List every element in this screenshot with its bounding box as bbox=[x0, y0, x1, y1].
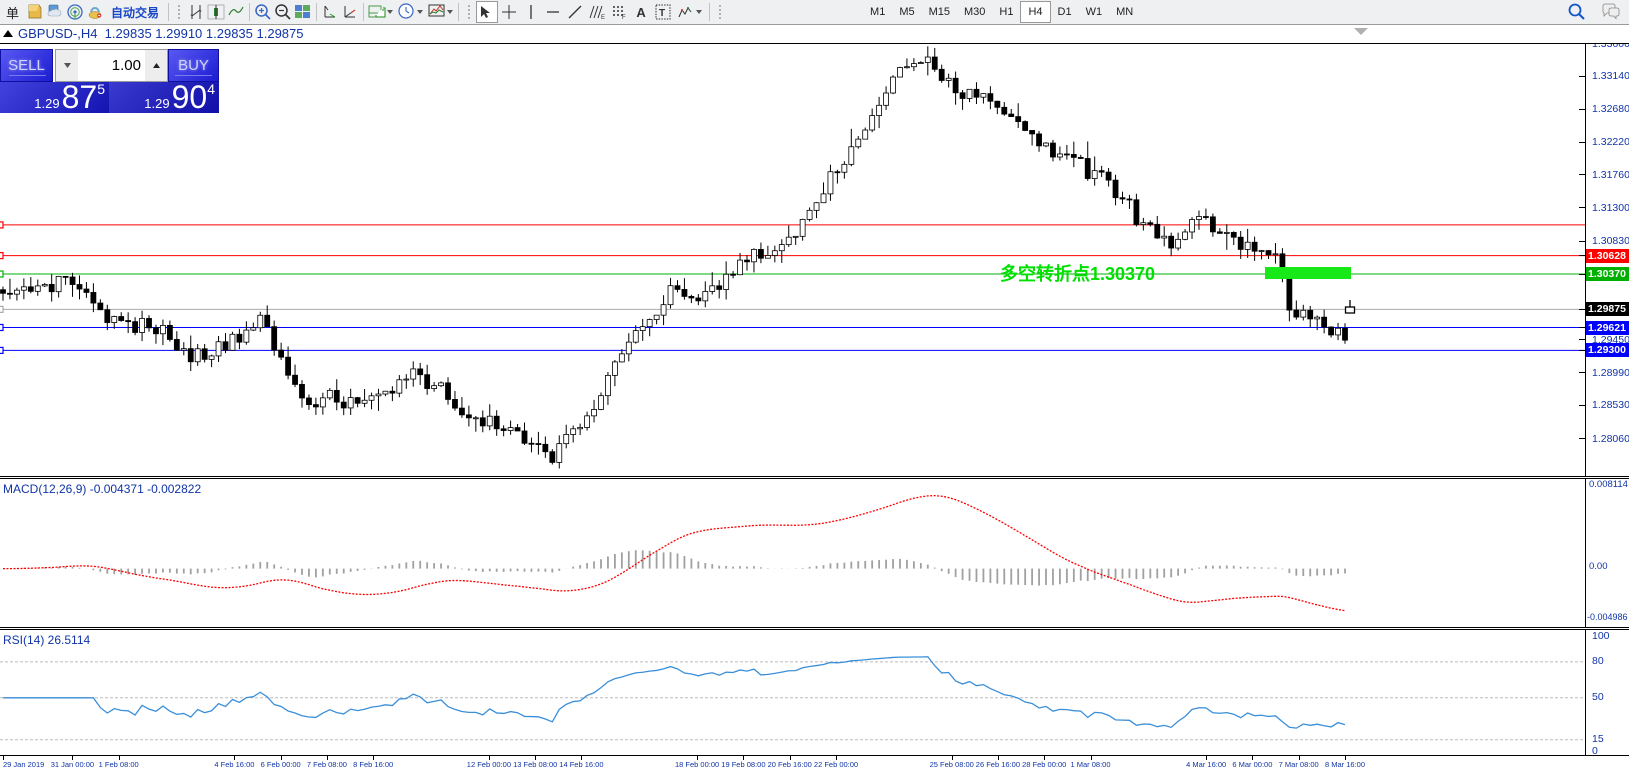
svg-text:F: F bbox=[622, 15, 626, 20]
svg-text:T: T bbox=[659, 8, 665, 19]
svg-text:E: E bbox=[601, 15, 605, 20]
